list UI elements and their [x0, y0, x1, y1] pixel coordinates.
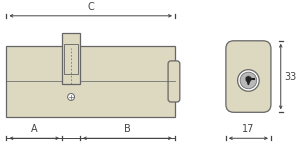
Text: A: A [31, 124, 38, 134]
Bar [62, 33, 80, 84]
Circle shape [245, 76, 251, 82]
Circle shape [238, 70, 259, 91]
FancyBboxPatch shape [226, 41, 271, 112]
Text: 33: 33 [285, 72, 297, 82]
Text: B: B [124, 124, 131, 134]
Bar [64, 44, 78, 74]
Circle shape [240, 72, 257, 89]
Text: 17: 17 [242, 124, 255, 134]
FancyBboxPatch shape [168, 61, 180, 102]
Circle shape [68, 93, 74, 100]
Text: C: C [87, 2, 94, 12]
Bar [6, 46, 175, 117]
Polygon shape [247, 79, 250, 85]
